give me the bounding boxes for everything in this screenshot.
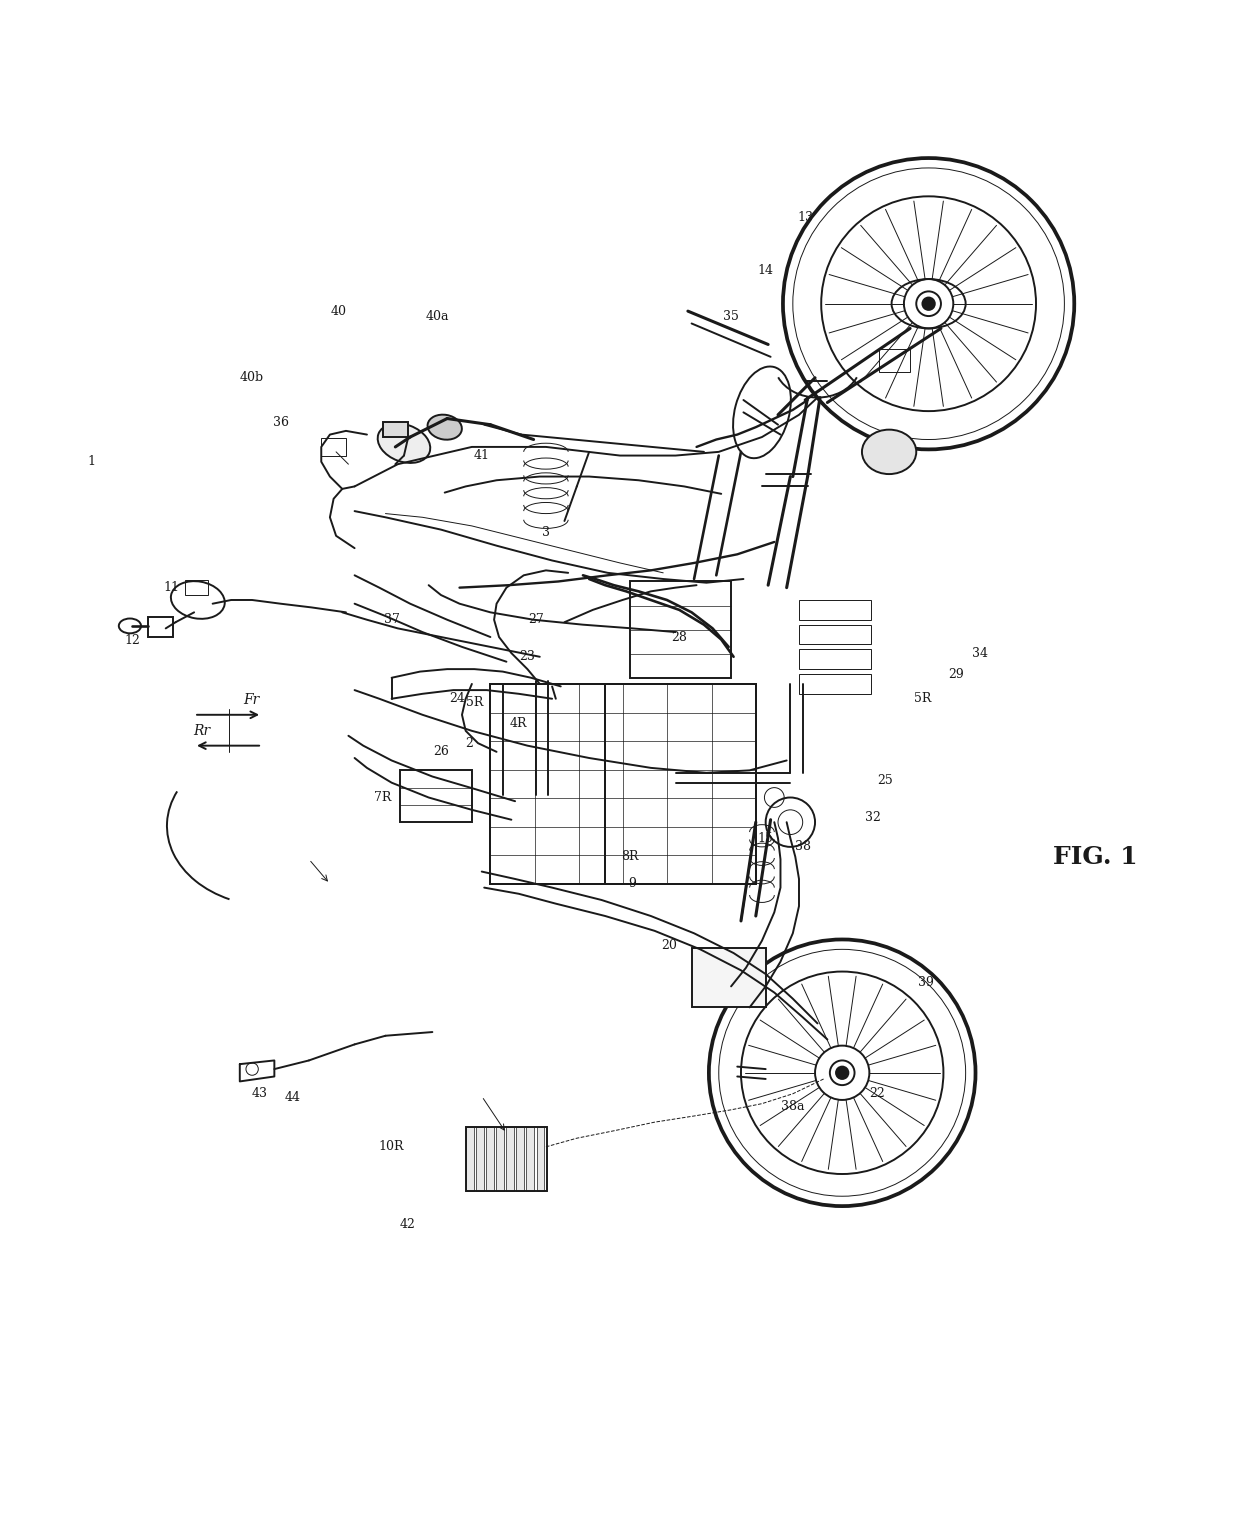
Bar <box>186 581 207 596</box>
Text: 36: 36 <box>273 415 289 429</box>
Bar <box>401 770 472 822</box>
Text: 23: 23 <box>520 650 536 664</box>
Text: 43: 43 <box>252 1087 268 1101</box>
Text: 38a: 38a <box>781 1099 805 1113</box>
Text: FIG. 1: FIG. 1 <box>1053 844 1137 869</box>
Bar <box>799 625 870 644</box>
Text: 28: 28 <box>671 631 687 643</box>
Text: 25: 25 <box>878 773 893 787</box>
Text: 27: 27 <box>528 614 544 626</box>
Text: 22: 22 <box>869 1087 884 1101</box>
Text: 39: 39 <box>918 976 934 988</box>
Text: Fr: Fr <box>243 693 259 706</box>
Text: 10R: 10R <box>379 1140 404 1154</box>
Text: 14: 14 <box>758 264 774 277</box>
Bar <box>879 349 910 371</box>
Bar <box>466 1126 474 1192</box>
Text: 13: 13 <box>797 211 813 224</box>
Text: 7R: 7R <box>374 791 392 803</box>
Bar <box>799 649 870 669</box>
Bar <box>605 684 756 884</box>
Text: 3: 3 <box>542 526 549 538</box>
Text: 5R: 5R <box>466 696 484 709</box>
Bar <box>506 1126 515 1192</box>
Text: 8R: 8R <box>621 850 639 863</box>
Text: 34: 34 <box>972 646 988 659</box>
Ellipse shape <box>428 415 461 440</box>
Bar <box>527 1126 534 1192</box>
Text: 20: 20 <box>661 938 677 952</box>
Text: 12: 12 <box>124 634 140 647</box>
Text: 44: 44 <box>285 1092 301 1104</box>
Bar <box>799 600 870 620</box>
Text: 2: 2 <box>465 737 474 750</box>
Text: 41: 41 <box>474 449 490 462</box>
Bar <box>517 1126 525 1192</box>
Text: 15: 15 <box>758 832 774 844</box>
Text: 37: 37 <box>383 614 399 626</box>
Text: 40b: 40b <box>241 371 264 384</box>
Bar <box>466 1126 547 1192</box>
Circle shape <box>836 1067 848 1079</box>
Bar <box>476 1126 484 1192</box>
Bar <box>383 423 408 437</box>
Bar <box>630 582 732 678</box>
Bar <box>496 1126 503 1192</box>
Bar <box>692 948 765 1007</box>
Text: 9: 9 <box>629 878 636 890</box>
Bar <box>149 617 174 637</box>
Text: 26: 26 <box>433 746 449 758</box>
Text: Rr: Rr <box>193 723 210 738</box>
Text: 5R: 5R <box>914 693 931 705</box>
Text: 1: 1 <box>88 455 95 468</box>
Circle shape <box>923 297 935 309</box>
Text: 24: 24 <box>449 693 465 705</box>
Text: 32: 32 <box>866 811 880 823</box>
Text: 35: 35 <box>723 309 739 323</box>
Bar <box>321 438 346 456</box>
Text: 29: 29 <box>947 667 963 681</box>
Bar <box>799 675 870 694</box>
Text: 42: 42 <box>399 1219 415 1231</box>
Bar <box>490 684 605 884</box>
Bar <box>537 1126 544 1192</box>
Text: 4R: 4R <box>510 717 527 729</box>
Text: 38: 38 <box>795 840 811 854</box>
Ellipse shape <box>378 423 430 462</box>
Ellipse shape <box>862 429 916 475</box>
Bar <box>490 684 756 884</box>
Bar <box>486 1126 494 1192</box>
Text: 40a: 40a <box>425 309 449 323</box>
Text: 11: 11 <box>164 581 180 594</box>
Text: 40: 40 <box>331 305 346 318</box>
